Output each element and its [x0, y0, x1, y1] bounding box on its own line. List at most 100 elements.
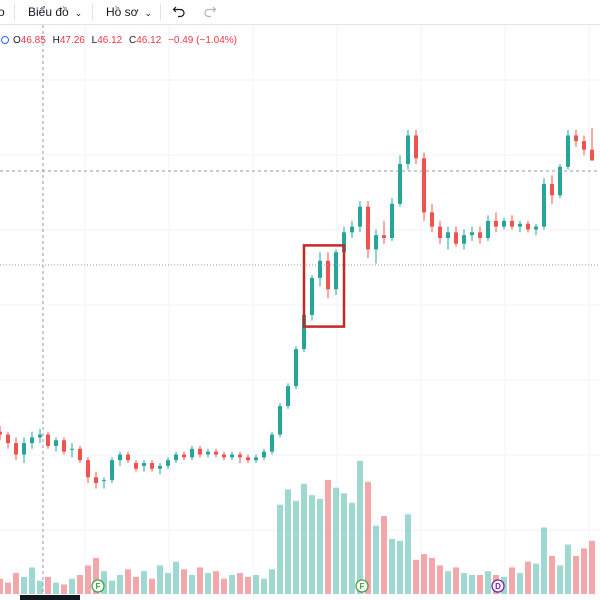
candle-body — [246, 457, 250, 461]
candle-body — [54, 440, 58, 446]
candle — [0, 426, 2, 441]
volume-bar — [365, 481, 371, 594]
volume-bar — [245, 576, 251, 594]
candle — [254, 454, 258, 464]
volume-bar — [237, 573, 243, 594]
candle-body — [222, 454, 226, 458]
volume-bar — [485, 571, 491, 594]
candle — [494, 212, 498, 233]
earnings-marker[interactable]: F — [91, 579, 105, 593]
volume-bar — [157, 565, 163, 594]
volume-bar — [253, 575, 259, 594]
candle-body — [38, 434, 42, 438]
candle — [582, 135, 586, 156]
toolbar-partial-item[interactable]: o — [0, 5, 5, 19]
volume-bar — [21, 576, 27, 594]
volume-bar — [333, 487, 339, 594]
redo-icon — [204, 6, 217, 18]
volume-bar — [125, 569, 131, 594]
candle — [414, 129, 418, 164]
volume-bar — [293, 500, 299, 594]
candle — [574, 129, 578, 147]
volume-bar — [101, 571, 107, 594]
candle-body — [134, 463, 138, 469]
chart-menu-button[interactable]: Biểu đồ ⌄ — [28, 0, 82, 24]
volume-bar — [197, 567, 203, 594]
volume-bar — [221, 578, 227, 594]
candle-body — [118, 454, 122, 461]
redo-button[interactable] — [203, 0, 217, 24]
candle-body — [238, 454, 242, 458]
volume-bar — [581, 548, 587, 594]
candle — [214, 448, 218, 458]
candle-body — [86, 460, 90, 478]
volume-bar — [413, 559, 419, 594]
candle — [222, 451, 226, 461]
candle — [526, 220, 530, 233]
candle — [398, 155, 402, 207]
candle-body — [22, 443, 26, 455]
volume-bar — [557, 565, 563, 594]
volume-bar — [229, 575, 235, 594]
toolbar-divider — [160, 4, 161, 20]
candle-body — [374, 235, 378, 250]
candle — [446, 226, 450, 250]
candle — [110, 457, 114, 483]
candle — [534, 223, 538, 236]
candle-body — [102, 480, 106, 482]
candle-body — [14, 443, 18, 455]
candle-body — [390, 203, 394, 238]
candle — [454, 226, 458, 247]
earnings-marker[interactable]: F — [355, 579, 369, 593]
candle — [558, 163, 562, 199]
candle-body — [326, 260, 330, 290]
candle-body — [414, 135, 418, 159]
undo-button[interactable] — [172, 0, 186, 24]
candle — [142, 460, 146, 472]
candle — [278, 403, 282, 438]
profile-menu-button[interactable]: Hồ sơ ⌄ — [106, 0, 152, 24]
volume-bar — [109, 580, 115, 594]
volume-bar — [45, 576, 51, 594]
volume-bar — [469, 575, 475, 594]
candle-body — [286, 386, 290, 407]
toolbar-divider — [14, 4, 15, 20]
change-value: −0.49 (−1.04%) — [168, 35, 237, 46]
candle-body — [78, 448, 82, 461]
candle-body — [494, 220, 498, 227]
volume-bar — [589, 540, 595, 594]
candle-body — [518, 223, 522, 227]
top-toolbar: o Biểu đồ ⌄ Hồ sơ ⌄ — [0, 0, 600, 25]
candle — [550, 175, 554, 204]
candle — [166, 457, 170, 469]
candlesticks — [0, 128, 594, 489]
candle-body — [366, 206, 370, 250]
candle — [30, 431, 34, 449]
low-value: 46.12 — [97, 35, 123, 46]
volume-bar — [69, 578, 75, 594]
volume-bar — [269, 569, 275, 594]
candle-body — [62, 440, 66, 452]
candle-body — [254, 457, 258, 461]
candle-body — [302, 314, 306, 350]
candle-body — [190, 448, 194, 458]
close-value: 46.12 — [136, 35, 162, 46]
chevron-down-icon: ⌄ — [74, 8, 83, 18]
volume-bar — [5, 582, 11, 594]
candle — [430, 203, 434, 233]
candle-body — [486, 220, 490, 238]
volume-bar — [37, 580, 43, 594]
candle-body — [382, 235, 386, 238]
candle-body — [430, 212, 434, 227]
volume-bar — [477, 575, 483, 594]
time-scale-strip — [20, 595, 80, 600]
candle-body — [94, 477, 98, 483]
volume-bar — [429, 557, 435, 594]
candle-body — [158, 465, 162, 469]
candle-body — [350, 226, 354, 233]
dividend-marker[interactable]: D — [491, 579, 505, 593]
candle-body — [406, 135, 410, 164]
candle-body — [318, 260, 322, 278]
volume-bar — [301, 483, 307, 594]
